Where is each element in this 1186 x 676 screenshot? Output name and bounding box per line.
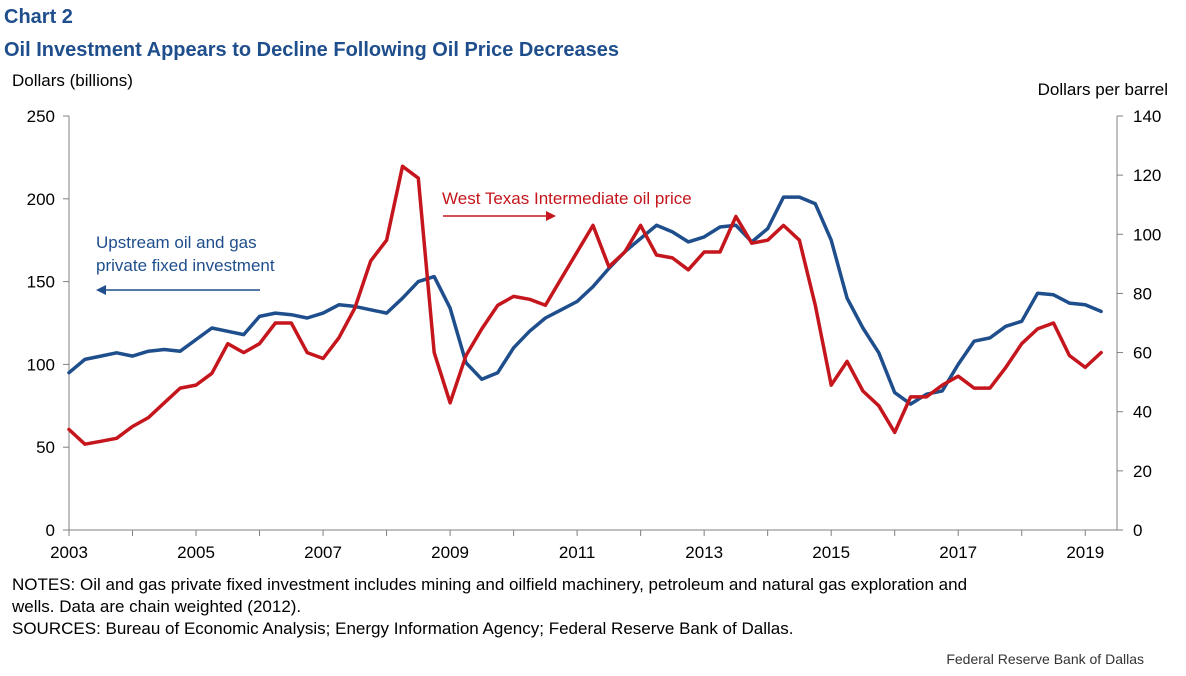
investment-annotation-text: private fixed investment	[96, 256, 275, 275]
x-tick-label: 2011	[559, 543, 596, 562]
arrowhead-left-icon	[96, 285, 106, 295]
left-tick-label: 100	[27, 355, 55, 374]
right-tick-label: 100	[1133, 225, 1161, 244]
x-tick-label: 2013	[685, 543, 723, 562]
right-tick-label: 120	[1133, 166, 1161, 185]
source-credit: Federal Reserve Bank of Dallas	[946, 651, 1144, 667]
left-tick-label: 250	[27, 107, 55, 126]
x-tick-label: 2003	[50, 543, 88, 562]
right-tick-label: 40	[1133, 403, 1152, 422]
line-chart: Dollars (billions) Dollars per barrel 0 5…	[12, 71, 1168, 562]
left-tick-label: 0	[46, 521, 55, 540]
arrowhead-right-icon	[546, 211, 556, 221]
right-tick-label: 0	[1133, 521, 1142, 540]
x-tick-label: 2019	[1066, 543, 1104, 562]
oil-price-series-line	[67, 164, 1103, 446]
oil-price-annotation-text: West Texas Intermediate oil price	[442, 189, 692, 208]
x-tick-label: 2007	[304, 543, 342, 562]
right-tick-label: 80	[1133, 284, 1152, 303]
left-tick-label: 150	[27, 273, 55, 292]
left-axis-label: Dollars (billions)	[12, 71, 133, 90]
investment-annotation-text: Upstream oil and gas	[96, 233, 257, 252]
investment-series-line	[67, 195, 1103, 406]
right-tick-label: 140	[1133, 107, 1161, 126]
notes-line-1: NOTES: Oil and gas private fixed investm…	[12, 575, 968, 594]
axes: 0 50 100 150 200 250 0 20 40 60 80 100 120 140 2003 200…	[27, 107, 1162, 562]
right-tick-label: 60	[1133, 344, 1152, 363]
x-tick-label: 2005	[177, 543, 215, 562]
left-tick-label: 200	[27, 190, 55, 209]
x-tick-label: 2017	[939, 543, 977, 562]
x-tick-label: 2015	[812, 543, 850, 562]
right-tick-label: 20	[1133, 462, 1152, 481]
chart-label: Chart 2	[4, 6, 73, 28]
annotation-layer: Upstream oil and gas private fixed invest…	[96, 189, 692, 295]
series-layer	[67, 164, 1103, 446]
right-axis-label: Dollars per barrel	[1038, 80, 1168, 99]
left-tick-label: 50	[36, 438, 55, 457]
notes-line-2: wells. Data are chain weighted (2012).	[12, 597, 302, 616]
sources-line: SOURCES: Bureau of Economic Analysis; En…	[12, 619, 794, 638]
notes: NOTES: Oil and gas private fixed investm…	[12, 574, 1152, 640]
x-tick-label: 2009	[431, 543, 469, 562]
chart-title: Oil Investment Appears to Decline Follow…	[4, 39, 620, 61]
